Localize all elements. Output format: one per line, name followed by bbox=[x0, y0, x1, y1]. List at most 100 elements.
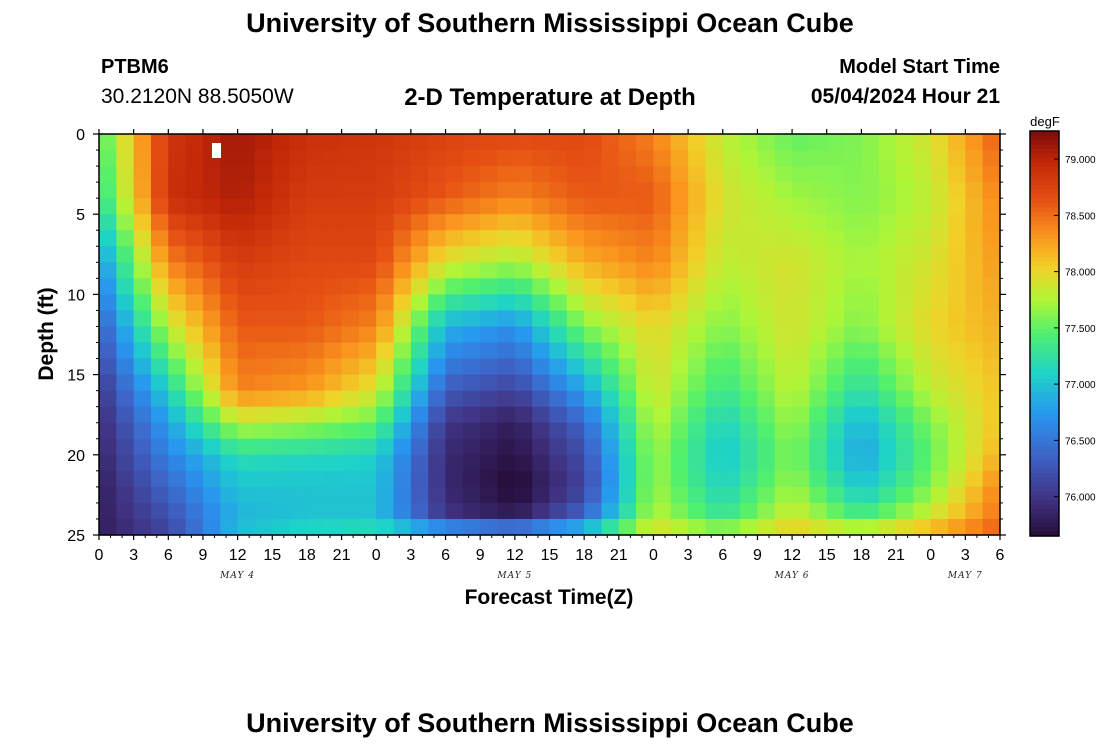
y-tick-label: 10 bbox=[67, 287, 85, 304]
station-marker bbox=[212, 143, 221, 158]
colorbar-segment bbox=[1030, 522, 1059, 528]
heatmap-cell bbox=[116, 454, 135, 472]
heatmap-cell bbox=[792, 518, 811, 536]
heatmap-cell bbox=[965, 422, 984, 440]
heatmap-cell bbox=[133, 358, 152, 376]
heatmap-cell bbox=[878, 182, 897, 199]
heatmap-cell bbox=[497, 486, 516, 504]
heatmap-cell bbox=[636, 310, 655, 328]
heatmap-cell bbox=[896, 406, 914, 424]
heatmap-cell bbox=[341, 342, 360, 360]
heatmap-cell bbox=[358, 230, 377, 247]
heatmap-cell bbox=[376, 134, 395, 151]
heatmap-cell bbox=[133, 422, 152, 440]
colorbar-segment bbox=[1030, 509, 1059, 515]
heatmap-cell bbox=[584, 518, 603, 536]
heatmap-cell bbox=[99, 486, 117, 504]
heatmap-cell bbox=[601, 406, 620, 424]
heatmap-cell bbox=[757, 486, 776, 504]
heatmap-cell bbox=[861, 134, 880, 151]
heatmap-cell bbox=[358, 438, 377, 456]
heatmap-cell bbox=[462, 198, 481, 215]
heatmap-cell bbox=[532, 422, 551, 440]
heatmap-cell bbox=[480, 518, 499, 536]
heatmap-cell bbox=[341, 470, 360, 488]
heatmap-cell bbox=[896, 294, 914, 312]
heatmap-cell bbox=[653, 166, 672, 183]
heatmap-cell bbox=[99, 406, 117, 424]
heatmap-cell bbox=[584, 294, 603, 312]
heatmap-cell bbox=[532, 246, 551, 263]
heatmap-cell bbox=[618, 246, 637, 263]
heatmap-cell bbox=[133, 294, 152, 312]
heatmap-cell bbox=[116, 502, 135, 520]
heatmap-cell bbox=[965, 518, 984, 536]
heatmap-cell bbox=[948, 406, 966, 424]
heatmap-cell bbox=[272, 326, 291, 344]
page-title: University of Southern Mississippi Ocean… bbox=[246, 8, 854, 38]
heatmap-cell bbox=[272, 310, 291, 328]
heatmap-cell bbox=[809, 438, 828, 456]
heatmap-cell bbox=[549, 454, 568, 472]
heatmap-cell bbox=[289, 310, 308, 328]
heatmap-cell bbox=[722, 470, 741, 488]
heatmap-cell bbox=[670, 150, 689, 167]
heatmap-cell bbox=[410, 374, 429, 392]
heatmap-cell bbox=[185, 406, 204, 424]
heatmap-cell bbox=[584, 278, 603, 295]
heatmap-cell bbox=[168, 326, 187, 344]
heatmap-cell bbox=[549, 198, 568, 215]
heatmap-cell bbox=[168, 182, 187, 199]
heatmap-cell bbox=[861, 390, 880, 408]
heatmap-cell bbox=[740, 326, 759, 344]
heatmap-cell bbox=[133, 406, 152, 424]
heatmap-cell bbox=[774, 358, 793, 376]
heatmap-cell bbox=[480, 342, 499, 360]
heatmap-cell bbox=[826, 150, 845, 167]
heatmap-cell bbox=[341, 486, 360, 504]
heatmap-cell bbox=[133, 438, 152, 456]
heatmap-cell bbox=[150, 134, 169, 151]
heatmap-cell bbox=[982, 374, 1001, 392]
heatmap-cell bbox=[705, 326, 724, 344]
heatmap-cell bbox=[220, 390, 239, 408]
heatmap-cell bbox=[532, 470, 551, 488]
heatmap-cell bbox=[445, 406, 464, 424]
heatmap-cell bbox=[202, 438, 221, 456]
heatmap-cell bbox=[965, 198, 984, 215]
heatmap-cell bbox=[150, 390, 169, 408]
colorbar-segment bbox=[1030, 441, 1059, 447]
heatmap-cell bbox=[601, 470, 620, 488]
heatmap-cell bbox=[584, 422, 603, 440]
heatmap-cell bbox=[584, 502, 603, 520]
heatmap-cell bbox=[757, 150, 776, 167]
heatmap-cell bbox=[618, 502, 637, 520]
heatmap-cell bbox=[254, 246, 273, 263]
heatmap-cell bbox=[202, 342, 221, 360]
heatmap-cell bbox=[445, 214, 464, 231]
heatmap-cell bbox=[410, 134, 429, 151]
heatmap-cell bbox=[410, 502, 429, 520]
x-tick-label: 12 bbox=[783, 547, 801, 564]
heatmap-cell bbox=[133, 374, 152, 392]
heatmap-cell bbox=[757, 214, 776, 231]
heatmap-cell bbox=[376, 454, 395, 472]
colorbar-segment bbox=[1030, 162, 1059, 168]
heatmap-cell bbox=[393, 182, 412, 199]
heatmap-cell bbox=[150, 486, 169, 504]
heatmap-cell bbox=[965, 502, 984, 520]
heatmap-cell bbox=[844, 214, 862, 231]
heatmap-cell bbox=[930, 310, 949, 328]
heatmap-cell bbox=[272, 486, 291, 504]
heatmap-cell bbox=[150, 406, 169, 424]
heatmap-cell bbox=[792, 166, 811, 183]
heatmap-cell bbox=[740, 470, 759, 488]
heatmap-cell bbox=[185, 454, 204, 472]
heatmap-cell bbox=[497, 502, 516, 520]
heatmap-cell bbox=[948, 182, 966, 199]
heatmap-cell bbox=[757, 454, 776, 472]
heatmap-cell bbox=[809, 310, 828, 328]
heatmap-cell bbox=[792, 310, 811, 328]
heatmap-cell bbox=[618, 294, 637, 312]
heatmap-cell bbox=[393, 214, 412, 231]
